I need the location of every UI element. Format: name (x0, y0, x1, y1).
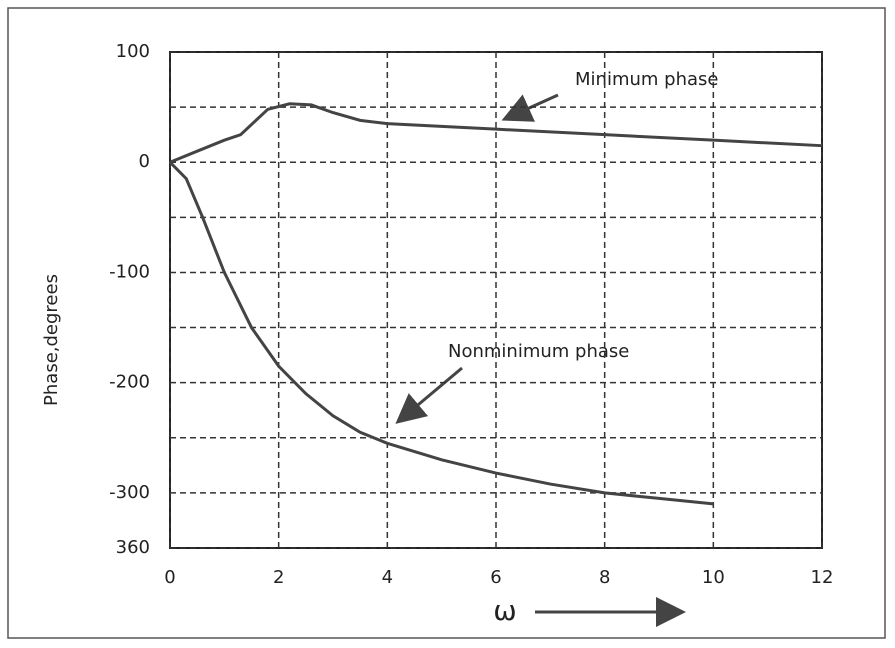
x-tick-label: 6 (490, 567, 501, 588)
y-tick-label: -100 (109, 261, 150, 282)
series-annotation: Nonminimum phase (448, 341, 629, 362)
chart: Phase,degrees ω Minimum phase Nonminimum… (0, 0, 895, 648)
y-tick-label: -300 (109, 482, 150, 503)
x-tick-label: 8 (599, 567, 610, 588)
series-line (170, 162, 713, 504)
x-axis-label: ω (493, 594, 516, 627)
y-tick-label: -200 (109, 372, 150, 393)
series-annotation: Minimum phase (575, 69, 718, 90)
y-axis-label: Phase,degrees (41, 274, 62, 406)
x-tick-label: 0 (164, 567, 175, 588)
x-tick-label: 12 (811, 567, 834, 588)
y-tick-label: 100 (116, 41, 150, 62)
annotation-arrow (400, 368, 462, 420)
page: {"chart_data": {"type": "line", "x_label… (0, 0, 895, 648)
x-tick-label: 10 (702, 567, 725, 588)
x-tick-label: 2 (273, 567, 284, 588)
y-tick-label: 0 (139, 151, 150, 172)
x-tick-label: 4 (382, 567, 393, 588)
y-tick-label: 360 (116, 537, 150, 558)
